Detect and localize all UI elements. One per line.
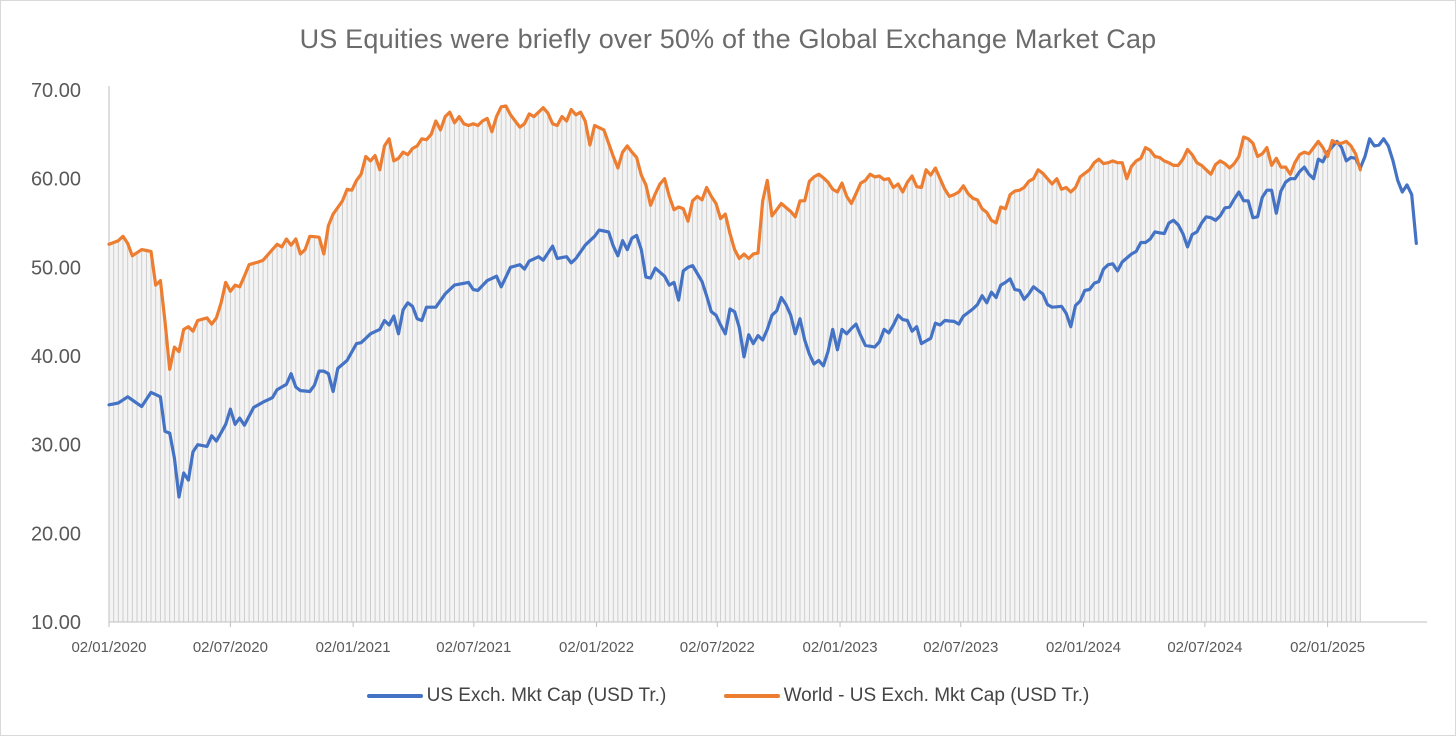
legend-swatch-us (366, 694, 423, 698)
x-tick-label: 02/01/2021 (316, 639, 391, 656)
legend-label-world-ex-us: World - US Exch. Mkt Cap (USD Tr.) (783, 685, 1090, 706)
y-tick-label: 70.00 (31, 80, 81, 102)
series-line-us (107, 137, 1418, 499)
x-tick-label: 02/07/2020 (193, 639, 268, 656)
y-tick-label: 40.00 (31, 346, 81, 368)
chart-fill-layer (108, 106, 1361, 622)
y-tick-label: 30.00 (31, 435, 81, 457)
x-tick-label: 02/01/2024 (1046, 639, 1121, 656)
legend-swatch-world-ex-us (723, 694, 780, 698)
series-line-world-ex-us (107, 104, 1362, 371)
chart-legend: US Exch. Mkt Cap (USD Tr.) World - US Ex… (0, 682, 1456, 707)
x-tick-label: 02/07/2024 (1167, 639, 1242, 656)
chart-plot-area: 70.00 60.00 50.00 40.00 30.00 20.00 10.00 02/01… (31, 80, 1427, 656)
x-tick-label: 02/07/2023 (923, 639, 998, 656)
legend-item-us[interactable]: US Exch. Mkt Cap (USD Tr.) (366, 685, 667, 707)
x-tick-label: 02/01/2020 (71, 639, 146, 656)
x-tick-label: 02/07/2022 (680, 639, 755, 656)
y-tick-label: 60.00 (31, 169, 81, 191)
x-tick-label: 02/01/2023 (802, 639, 877, 656)
x-tick-label: 02/01/2022 (559, 639, 634, 656)
chart-title: US Equities were briefly over 50% of the… (299, 24, 1157, 54)
x-tick-label: 02/07/2021 (436, 639, 511, 656)
chart-series-layer (107, 104, 1418, 499)
legend-label-us: US Exch. Mkt Cap (USD Tr.) (426, 685, 667, 706)
y-tick-label: 10.00 (31, 612, 81, 634)
y-tick-label: 50.00 (31, 257, 81, 279)
chart-axes: 70.00 60.00 50.00 40.00 30.00 20.00 10.00 02/01… (31, 80, 1427, 656)
x-tick-label: 02/01/2025 (1290, 639, 1365, 656)
y-tick-label: 20.00 (31, 523, 81, 545)
legend-item-world-ex-us[interactable]: World - US Exch. Mkt Cap (USD Tr.) (723, 685, 1090, 707)
